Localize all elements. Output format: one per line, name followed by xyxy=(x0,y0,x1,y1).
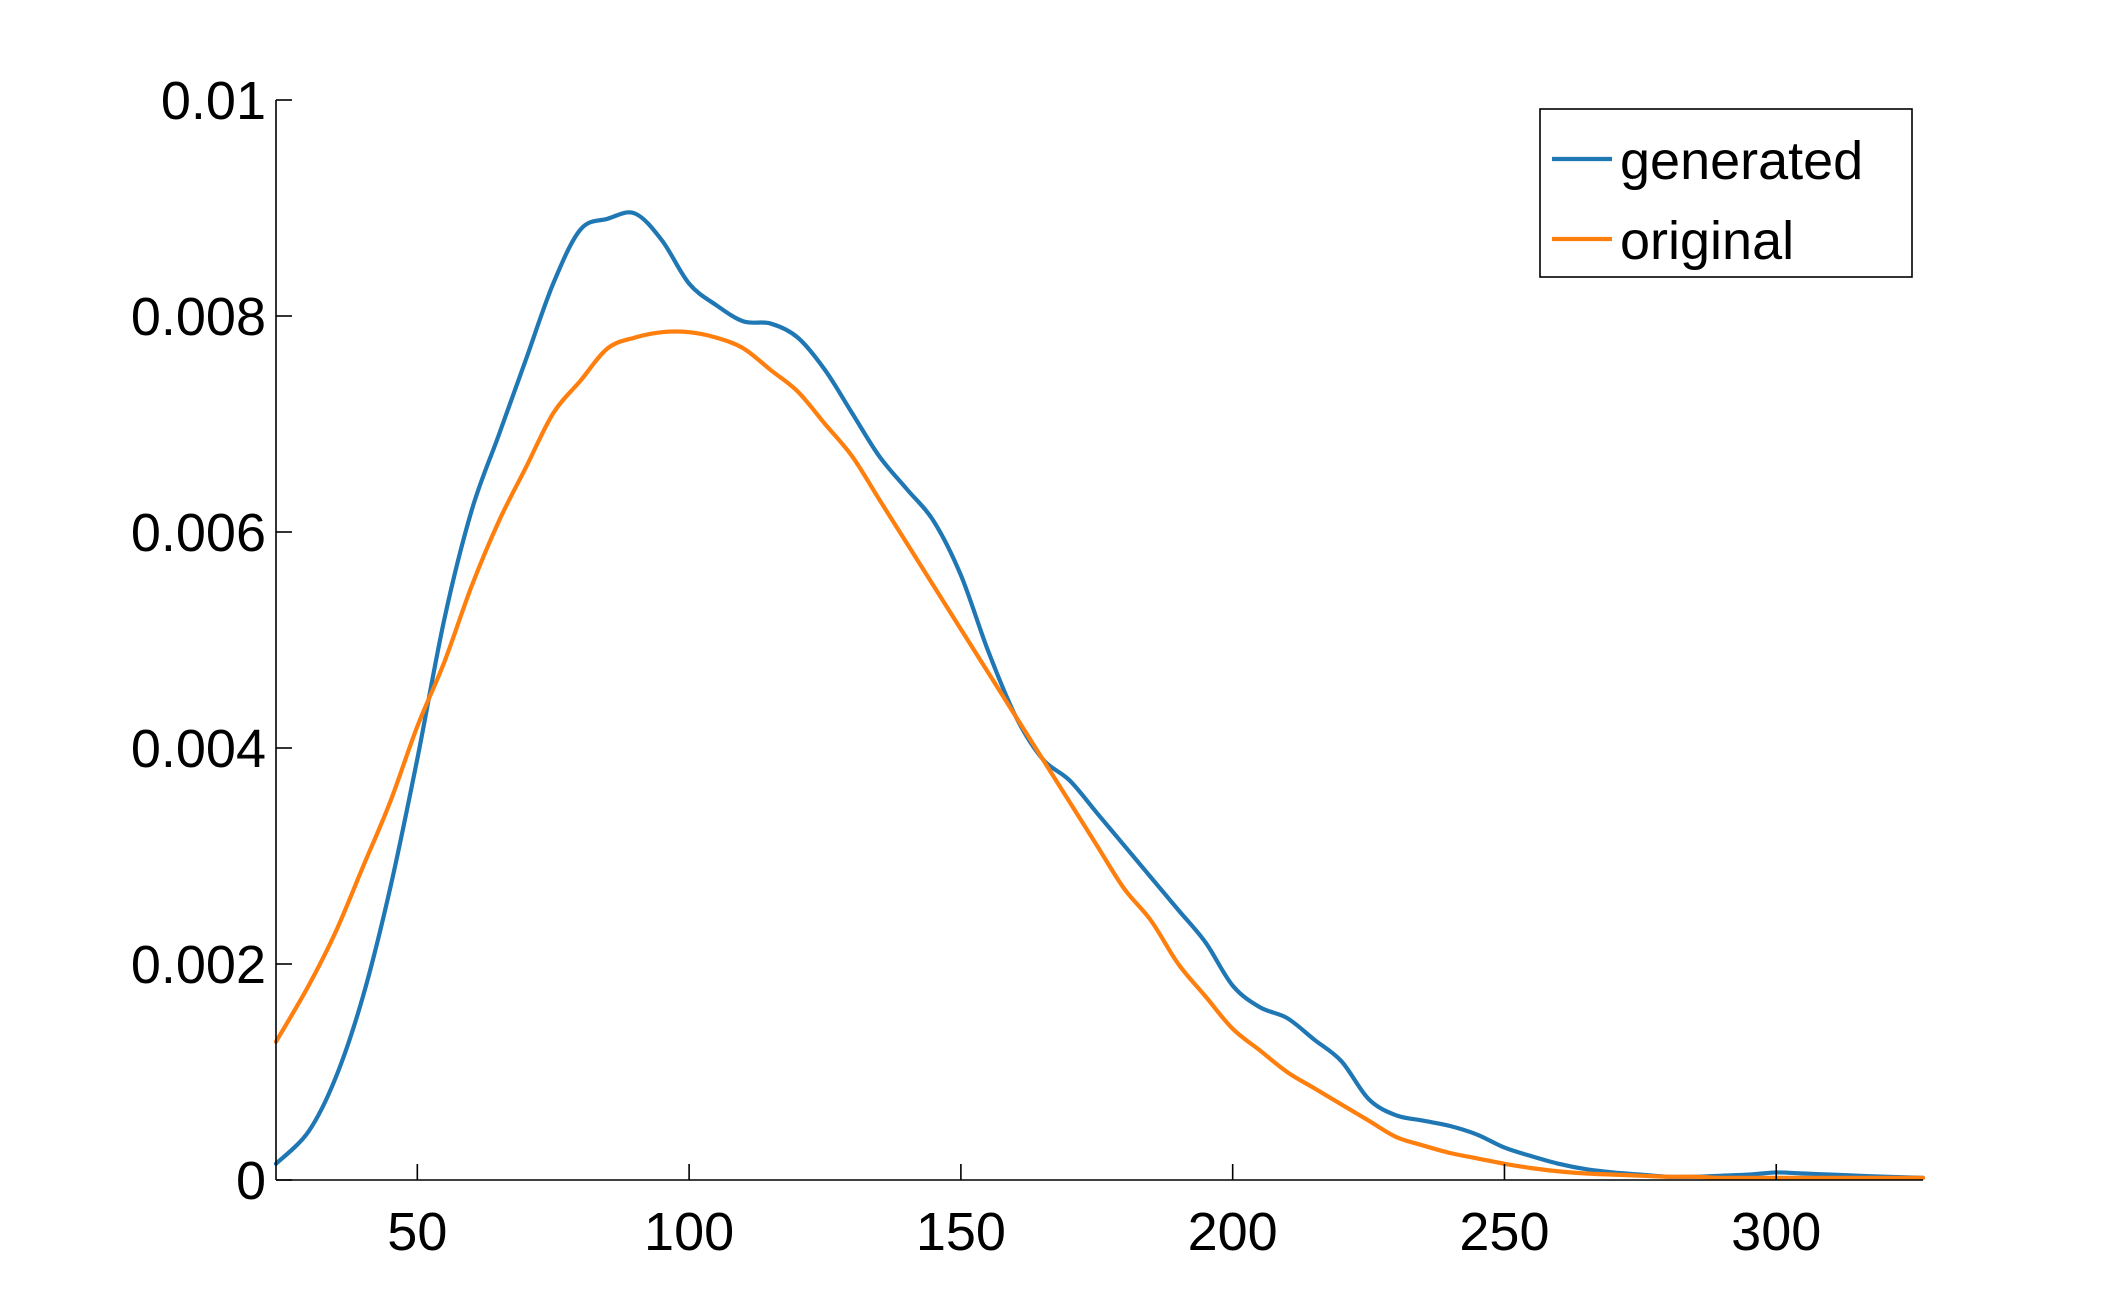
y-tick-label: 0.002 xyxy=(131,935,266,995)
series-line-generated xyxy=(273,210,1926,1180)
x-tick-label: 250 xyxy=(1459,1202,1549,1262)
ticks-layer: 0 0.002 0.004 0.006 0.008 0.01 50 100 150 200 250 3… xyxy=(131,71,1821,1262)
x-tick-label: 300 xyxy=(1731,1202,1821,1262)
y-tick-label: 0 xyxy=(236,1151,266,1211)
x-tick-label: 200 xyxy=(1188,1202,1278,1262)
legend-label-original: original xyxy=(1620,211,1794,271)
x-tick-label: 100 xyxy=(644,1202,734,1262)
series-layer xyxy=(273,210,1926,1181)
y-tick-label: 0.004 xyxy=(131,719,266,779)
y-tick-label: 0.01 xyxy=(161,71,266,131)
legend-box xyxy=(1539,108,1913,278)
axes-layer xyxy=(275,100,1923,1181)
x-tick-label: 150 xyxy=(916,1202,1006,1262)
series-line-original xyxy=(273,329,1926,1181)
y-tick-label: 0.008 xyxy=(131,287,266,347)
x-tick-label: 50 xyxy=(387,1202,447,1262)
y-tick-label: 0.006 xyxy=(131,503,266,563)
legend-label-generated: generated xyxy=(1620,131,1863,191)
legend: generated original xyxy=(1539,108,1913,278)
